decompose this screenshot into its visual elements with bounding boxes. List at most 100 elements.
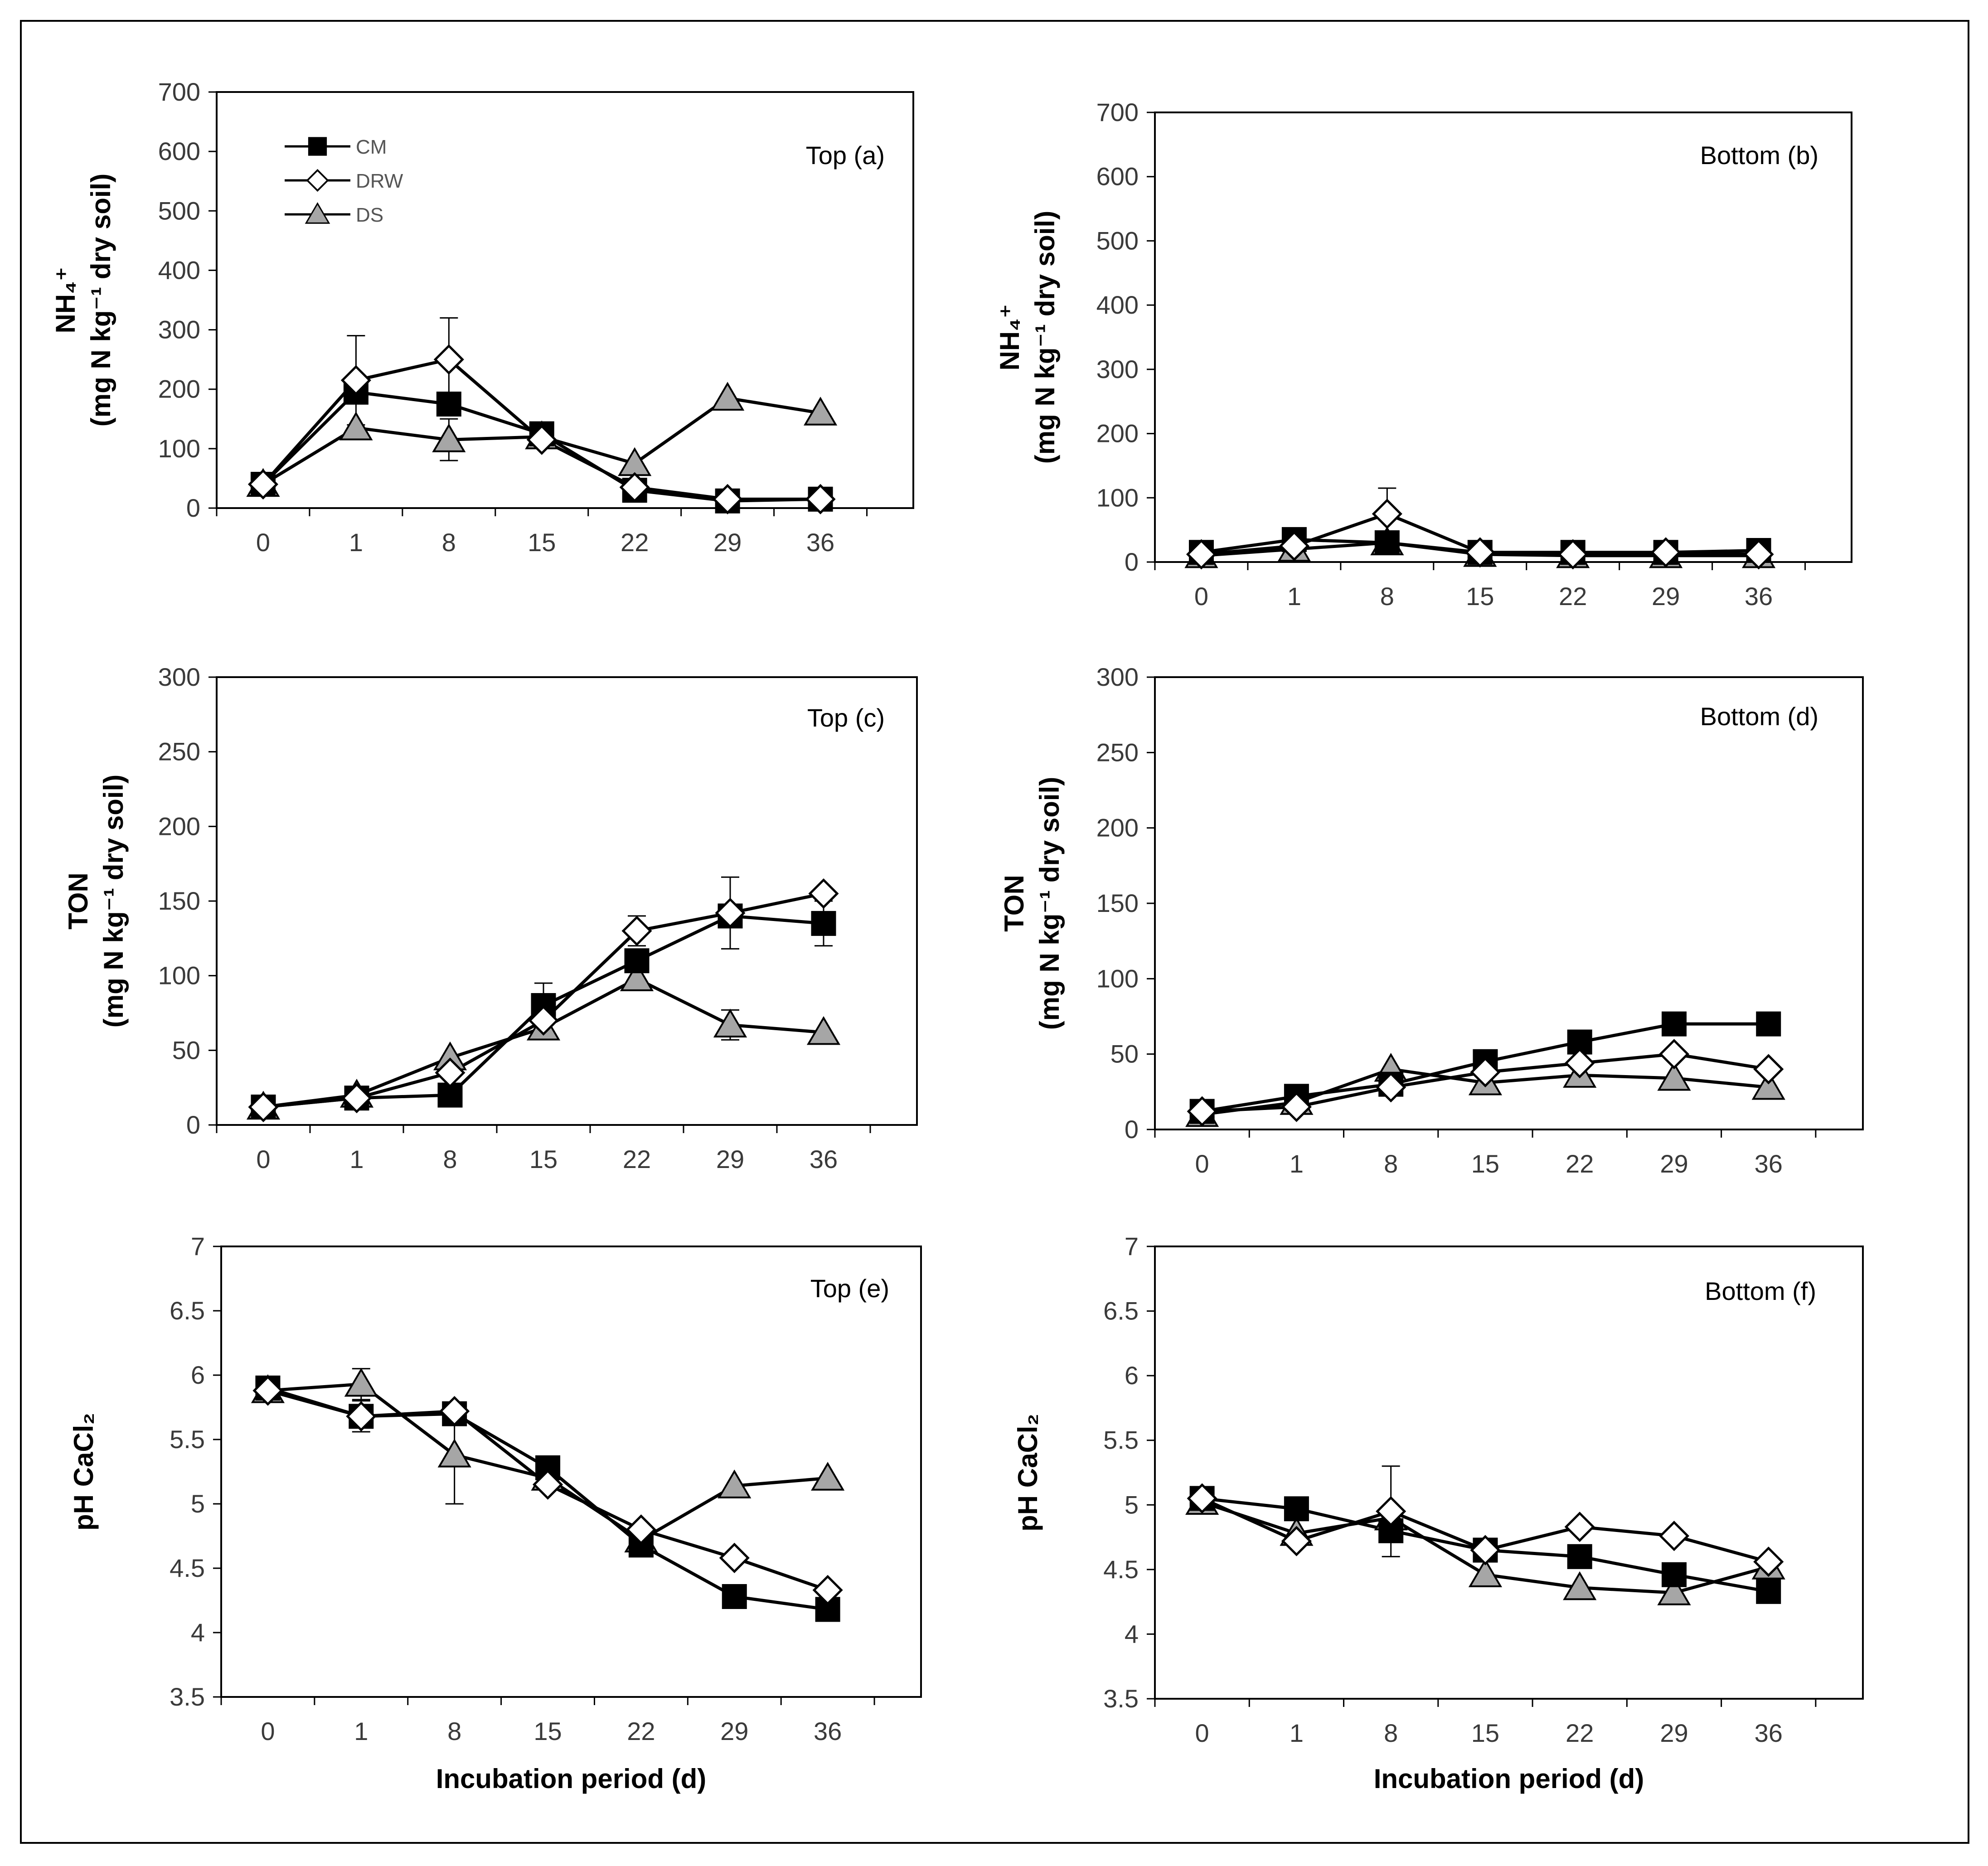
data-point-ds: [1751, 1071, 1785, 1100]
data-point-drw: [719, 1542, 750, 1573]
x-tick-label: 36: [810, 1145, 838, 1173]
y-tick-label: 7: [1125, 1232, 1139, 1260]
panel-label: Bottom (f): [1705, 1277, 1816, 1305]
data-point-drw: [619, 472, 650, 503]
y-tick-label: 3.5: [170, 1682, 205, 1711]
data-point-drw: [1187, 1096, 1217, 1127]
data-point-drw: [435, 1057, 465, 1088]
plot-frame: [1154, 676, 1864, 1130]
y-tick-label: 4.5: [1103, 1555, 1139, 1584]
data-point-ds: [803, 397, 838, 426]
data-point-drw: [1557, 539, 1588, 570]
data-point-drw: [1186, 539, 1217, 570]
x-tick-label: 0: [1195, 1719, 1209, 1747]
x-tick-label: 1: [1290, 1149, 1304, 1178]
x-tick-label: 15: [533, 1717, 562, 1745]
x-tick-label: 36: [814, 1717, 842, 1745]
x-tick-label: 15: [1466, 582, 1494, 611]
data-point-ds: [1468, 1558, 1503, 1587]
data-point-drw: [1279, 531, 1309, 562]
panel-label: Bottom (b): [1700, 141, 1818, 170]
x-tick-label: 36: [806, 528, 834, 557]
data-point-drw: [526, 424, 557, 455]
data-point-ds: [432, 423, 466, 452]
data-point-drw: [341, 1083, 372, 1114]
y-tick-label: 500: [158, 196, 200, 225]
x-tick-label: 8: [442, 528, 456, 557]
y-axis-title-line: (mg N kg⁻¹ dry soil): [1034, 777, 1065, 1030]
data-point-drw: [625, 1514, 656, 1545]
y-axis-title-line: (mg N kg⁻¹ dry soil): [1030, 211, 1060, 464]
x-tick-label: 29: [720, 1717, 748, 1745]
chart-panel-6: 3.5 4 4.5 5 5.5 6 6.5 7 0 1 8 15 22 29 36 pH CaCl₂ Botto…: [1013, 1232, 1864, 1794]
y-tick-label: 5: [1125, 1490, 1139, 1519]
y-tick-label: 50: [1110, 1040, 1139, 1068]
data-point-drw: [1470, 1535, 1501, 1566]
data-point-drw: [808, 878, 839, 909]
data-point-drw: [252, 1375, 283, 1406]
y-tick-label: 5: [191, 1489, 205, 1518]
x-tick-label: 8: [1380, 582, 1394, 611]
y-tick-label: 0: [186, 1110, 200, 1139]
y-tick-label: 5.5: [170, 1425, 205, 1454]
panel-label: Top (e): [810, 1274, 889, 1303]
y-tick-label: 100: [158, 434, 200, 463]
data-point-cm: [436, 392, 461, 417]
chart-panel-3: 0 50 100 150 200 250 300 0 1 8 15 22 29 36 TON (mg N kg…: [63, 663, 918, 1173]
data-point-cm: [722, 1584, 747, 1609]
data-point-drw: [1376, 1072, 1406, 1103]
x-tick-label: 15: [1471, 1149, 1499, 1178]
y-tick-label: 250: [1096, 738, 1139, 766]
x-tick-label: 8: [1384, 1719, 1398, 1747]
data-point-ds: [806, 1016, 841, 1045]
data-point-drw: [1658, 1521, 1690, 1551]
y-tick-label: 200: [1096, 419, 1139, 448]
x-tick-label: 22: [621, 528, 649, 557]
y-tick-label: 300: [158, 315, 200, 344]
x-axis-title: Incubation period (d): [1374, 1764, 1644, 1794]
y-tick-label: 3.5: [1103, 1684, 1139, 1713]
x-tick-label: 15: [528, 528, 556, 557]
y-tick-label: 300: [1096, 355, 1139, 383]
x-tick-label: 8: [1384, 1149, 1398, 1178]
data-point-cm: [1284, 1496, 1309, 1522]
data-point-drw: [340, 365, 371, 396]
x-tick-label: 0: [1194, 582, 1208, 611]
y-axis-title: NH₄⁺ (mg N kg⁻¹ dry soil): [50, 174, 116, 427]
x-tick-label: 1: [1290, 1719, 1304, 1747]
x-tick-label: 22: [1559, 582, 1587, 611]
y-axis-title-line: TON: [63, 872, 93, 930]
chart-panel-2: 0 100 200 300 400 500 600 700 0 1 8 15 22 29 36 NH₄⁺ (mg…: [994, 98, 1852, 611]
y-tick-label: 4.5: [170, 1554, 205, 1582]
y-axis-title-line: (mg N kg⁻¹ dry soil): [86, 174, 116, 427]
data-point-drw: [715, 897, 746, 928]
y-tick-label: 50: [172, 1036, 200, 1064]
y-tick-label: 100: [1096, 483, 1139, 512]
data-point-cm: [1756, 1011, 1781, 1037]
data-point-drw: [1187, 1483, 1217, 1514]
x-tick-label: 22: [627, 1717, 655, 1745]
x-tick-label: 1: [1287, 582, 1301, 611]
y-axis-title-line: pH CaCl₂: [68, 1413, 99, 1531]
y-axis-title: TON (mg N kg⁻¹ dry soil): [63, 775, 129, 1028]
x-tick-label: 22: [623, 1145, 651, 1173]
data-point-ds: [339, 411, 373, 441]
data-point-drw: [1753, 1054, 1784, 1085]
y-tick-label: 400: [1096, 291, 1139, 319]
y-tick-label: 4: [1125, 1619, 1139, 1648]
data-point-ds: [1563, 1571, 1597, 1600]
x-tick-label: 15: [1471, 1719, 1499, 1747]
x-tick-label: 22: [1566, 1719, 1594, 1747]
x-tick-label: 29: [1652, 582, 1680, 611]
data-point-drw: [1564, 1512, 1595, 1542]
plot-frame: [1154, 111, 1852, 563]
data-point-ds: [620, 962, 654, 991]
data-point-ds: [718, 1469, 752, 1498]
x-tick-label: 8: [443, 1145, 457, 1173]
data-point-cm: [1374, 530, 1400, 555]
y-tick-label: 300: [1096, 663, 1139, 691]
data-point-drw: [1564, 1048, 1595, 1079]
y-axis-title: NH₄⁺ (mg N kg⁻¹ dry soil): [994, 211, 1060, 464]
y-tick-label: 400: [158, 256, 200, 284]
x-tick-label: 0: [256, 1145, 270, 1173]
